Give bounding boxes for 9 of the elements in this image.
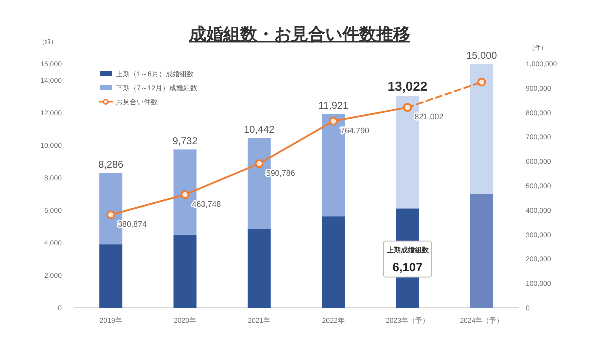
total-label: 13,022 [388, 79, 428, 94]
data-label: 6,107 [392, 260, 424, 274]
total-label: 9,732 [172, 136, 198, 148]
chart-title: 成婚組数・お見合い件数推移 [188, 25, 410, 44]
total-label: 11,921 [318, 101, 349, 112]
total-label: 15,000 [466, 51, 498, 62]
total-label: 8,286 [98, 160, 124, 172]
data-label: 821,002 [414, 112, 444, 122]
total-label: 10,442 [244, 125, 276, 136]
